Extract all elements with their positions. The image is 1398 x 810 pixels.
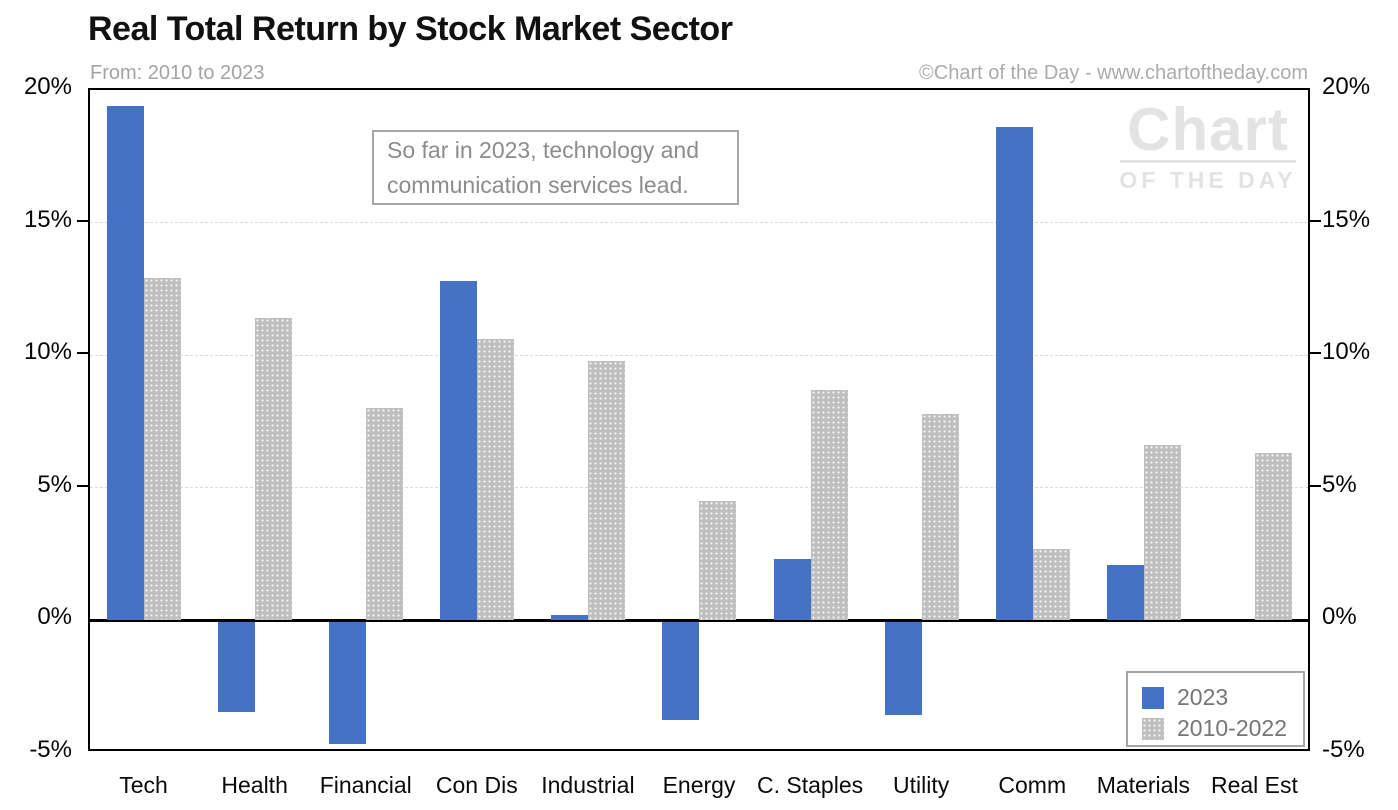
legend-label-2010-2022: 2010-2022 [1177,715,1287,741]
legend-item-2023: 2023 [1142,683,1303,712]
plot-area: So far in 2023, technology and communica… [88,88,1310,751]
x-axis-label-Tech: Tech [119,772,168,798]
y-axis-label-left-20%: 20% [23,73,72,100]
y-tick-left-15pct [77,219,88,222]
watermark-text: Chart [1127,96,1289,163]
x-axis-label-Industrial: Industrial [541,772,635,798]
legend-item-2010-2022: 2010-2022 [1142,714,1303,743]
y-axis-label-right-20%: 20% [1322,73,1371,100]
bar-2023-Con Dis [440,280,478,621]
gridline-5pct [90,487,1308,489]
bar-2010-2022-Comm [1032,548,1070,621]
y-tick-right-15pct [1310,219,1321,222]
gridline-15pct [90,222,1308,224]
x-axis-label-Energy: Energy [662,772,736,798]
bar-2010-2022-Tech [144,278,181,621]
zero-line [90,618,1308,622]
chart-title: Real Total Return by Stock Market Sector [88,10,733,48]
bar-2010-2022-C. Staples [810,389,848,621]
bar-2023-Health [218,621,256,713]
bar-2010-2022-Energy [699,501,737,621]
x-axis-label-Real Est: Real Est [1210,772,1298,798]
x-axis-label-Health: Health [221,772,288,798]
bar-2010-2022-Materials [1143,445,1181,621]
y-axis-label-left-10%: 10% [23,338,72,366]
bar-2010-2022-Real Est [1254,453,1292,621]
bar-2023-Financial [329,621,367,744]
x-axis-label-Comm: Comm [998,772,1067,798]
bar-2023-Materials [1106,564,1144,621]
watermark-underline [1120,160,1296,163]
legend-swatch-2023 [1142,686,1164,709]
y-axis-label-left--5%: -5% [29,736,72,763]
gridline-10pct [90,354,1308,356]
y-axis-label-left-15%: 15% [23,205,72,233]
bar-2023-Industrial [551,615,589,621]
y-axis-label-right-0%: 0% [1322,603,1357,631]
y-axis-label-right-10%: 10% [1322,338,1371,366]
x-axis-label-Financial: Financial [319,772,412,798]
y-tick-left-10pct [77,352,88,355]
chart-subtitle: From: 2010 to 2023 [90,62,265,84]
x-axis-label-C. Staples: C. Staples [757,772,864,798]
copyright-text: ©Chart of the Day - www.chartoftheday.co… [919,62,1308,84]
y-tick-right-10pct [1310,352,1321,355]
x-axis-label-Con Dis: Con Dis [435,772,518,798]
bar-2023-C. Staples [773,559,811,621]
legend-label-2023: 2023 [1177,684,1229,710]
bar-2010-2022-Industrial [588,360,626,621]
bar-2010-2022-Health [255,318,293,621]
y-axis-label-right--5%: -5% [1322,736,1365,763]
x-axis-label-Utility: Utility [893,772,950,798]
watermark-subtext: OF THE DAY [1119,167,1297,193]
x-axis-label-Materials: Materials [1096,772,1191,798]
watermark-logo: Chart OF THE DAY [1108,96,1308,194]
y-tick-left-5pct [77,484,88,487]
bar-2023-Energy [662,621,700,720]
legend: 2023 2010-2022 [1126,671,1305,747]
y-axis-label-right-15%: 15% [1322,205,1371,233]
y-tick-right-5pct [1310,484,1321,487]
bar-2010-2022-Con Dis [477,339,515,621]
bar-2010-2022-Utility [921,413,959,621]
bar-2010-2022-Financial [366,408,404,621]
bar-2023-Utility [884,621,922,715]
annotation-box: So far in 2023, technology and communica… [372,130,739,205]
legend-swatch-2010-2022 [1142,717,1164,740]
y-axis-label-right-5%: 5% [1322,470,1357,498]
y-axis-label-left-0%: 0% [37,603,72,631]
bar-2023-Comm [995,127,1033,621]
y-axis-label-left-5%: 5% [37,470,72,498]
annotation-line-2: communication services lead. [387,172,689,198]
bar-2023-Tech [107,105,144,621]
annotation-line-1: So far in 2023, technology and [387,137,700,163]
